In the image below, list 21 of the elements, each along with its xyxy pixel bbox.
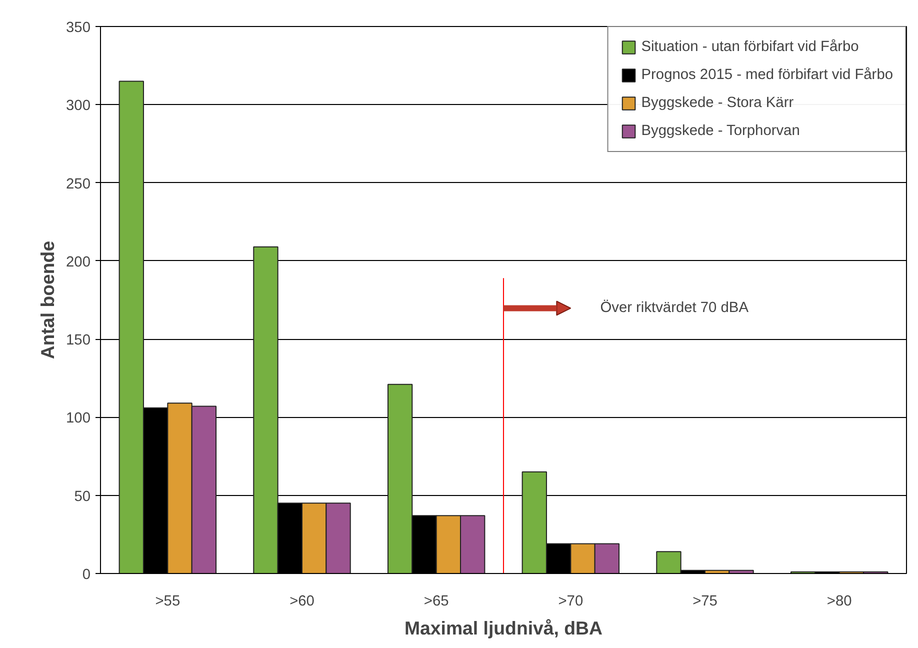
y-tick-label: 50 <box>74 488 91 505</box>
legend-label: Prognos 2015 - med förbifart vid Fårbo <box>641 67 893 83</box>
y-axis-title: Antal boende <box>37 240 58 360</box>
y-tick-label: 300 <box>66 98 91 114</box>
y-tick-label: 350 <box>66 20 91 36</box>
x-tick-label: >80 <box>826 594 852 610</box>
y-tick-label: 200 <box>66 254 91 270</box>
x-tick-label: >75 <box>692 594 718 610</box>
x-axis-title: Maximal ljudnivå, dBA <box>404 618 603 638</box>
legend-label: Situation - utan förbifart vid Fårbo <box>641 39 859 55</box>
y-tick-label: 100 <box>66 410 91 427</box>
legend-label: Byggskede - Torphorvan <box>641 123 800 139</box>
x-tick-label: >55 <box>155 594 180 610</box>
x-tick-label: >65 <box>424 594 449 610</box>
x-tick-label: >70 <box>558 594 584 610</box>
y-tick-label: 250 <box>66 176 91 192</box>
legend-label: Byggskede - Stora Kärr <box>641 95 794 111</box>
y-tick-label: 150 <box>66 332 91 349</box>
y-tick-label: 0 <box>82 567 91 583</box>
x-tick-label: >60 <box>290 594 314 610</box>
annotation: Över riktvärdet 70 dBA <box>600 299 749 316</box>
